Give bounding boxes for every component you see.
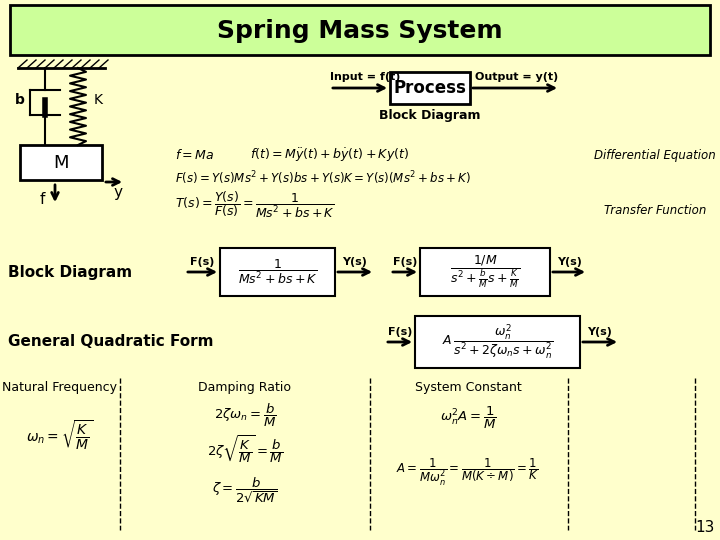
Text: Transfer Function: Transfer Function [604,204,706,217]
Text: $T(s) = \dfrac{Y(s)}{F(s)} = \dfrac{1}{Ms^2 + bs + K}$: $T(s) = \dfrac{Y(s)}{F(s)} = \dfrac{1}{M… [175,190,335,220]
Text: Natural Frequency: Natural Frequency [2,381,117,395]
Text: $\dfrac{1/M}{s^2 + \frac{b}{M}s + \frac{K}{M}}$: $\dfrac{1/M}{s^2 + \frac{b}{M}s + \frac{… [450,254,521,290]
Text: General Quadratic Form: General Quadratic Form [8,334,214,349]
Text: Differential Equation: Differential Equation [594,148,716,161]
FancyBboxPatch shape [20,145,102,180]
Text: F(s): F(s) [190,257,215,267]
Text: $f(t) = M\ddot{y}(t) + b\dot{y}(t) + Ky(t)$: $f(t) = M\ddot{y}(t) + b\dot{y}(t) + Ky(… [250,146,409,164]
Text: Output = y(t): Output = y(t) [475,72,558,82]
FancyBboxPatch shape [415,316,580,368]
Text: System Constant: System Constant [415,381,521,395]
Text: Spring Mass System: Spring Mass System [217,19,503,43]
Text: Process: Process [394,79,467,97]
Text: $A = \dfrac{1}{M\omega_n^2} = \dfrac{1}{M(K \div M)} = \dfrac{1}{K}$: $A = \dfrac{1}{M\omega_n^2} = \dfrac{1}{… [397,456,539,488]
Text: $\omega_n^{2} A = \dfrac{1}{M}$: $\omega_n^{2} A = \dfrac{1}{M}$ [440,405,496,431]
Text: Damping Ratio: Damping Ratio [199,381,292,395]
Text: F(s): F(s) [393,257,417,267]
Text: $\omega_n = \sqrt{\dfrac{K}{M}}$: $\omega_n = \sqrt{\dfrac{K}{M}}$ [27,418,94,452]
Text: f: f [40,192,45,207]
FancyBboxPatch shape [220,248,335,296]
Text: $2\zeta\sqrt{\dfrac{K}{M}} = \dfrac{b}{M}$: $2\zeta\sqrt{\dfrac{K}{M}} = \dfrac{b}{M… [207,434,283,466]
Text: K: K [94,93,102,107]
Text: b: b [15,93,25,107]
Text: $f = Ma$: $f = Ma$ [175,148,215,162]
Text: Block Diagram: Block Diagram [8,265,132,280]
Text: Y(s): Y(s) [343,257,367,267]
Text: $A\,\dfrac{\omega_n^{2}}{s^2 + 2\zeta\omega_n s + \omega_n^{2}}$: $A\,\dfrac{\omega_n^{2}}{s^2 + 2\zeta\om… [442,322,553,361]
Text: Input = f(t): Input = f(t) [330,72,400,82]
Text: $2\zeta\omega_n = \dfrac{b}{M}$: $2\zeta\omega_n = \dfrac{b}{M}$ [214,401,276,429]
Text: Y(s): Y(s) [557,257,582,267]
Text: M: M [53,153,68,172]
Text: F(s): F(s) [388,327,412,337]
FancyBboxPatch shape [420,248,550,296]
Text: $\dfrac{1}{Ms^2 + bs + K}$: $\dfrac{1}{Ms^2 + bs + K}$ [238,258,318,286]
Text: y: y [114,186,122,200]
Text: Block Diagram: Block Diagram [379,110,481,123]
FancyBboxPatch shape [10,5,710,55]
FancyBboxPatch shape [390,72,470,104]
Text: 13: 13 [696,521,715,536]
Text: Y(s): Y(s) [588,327,613,337]
Text: $\zeta = \dfrac{b}{2\sqrt{KM}}$: $\zeta = \dfrac{b}{2\sqrt{KM}}$ [212,475,278,505]
Text: $F(s) = Y(s)Ms^2 + Y(s)bs + Y(s)K = Y(s)(Ms^2 + bs + K)$: $F(s) = Y(s)Ms^2 + Y(s)bs + Y(s)K = Y(s)… [175,169,471,187]
